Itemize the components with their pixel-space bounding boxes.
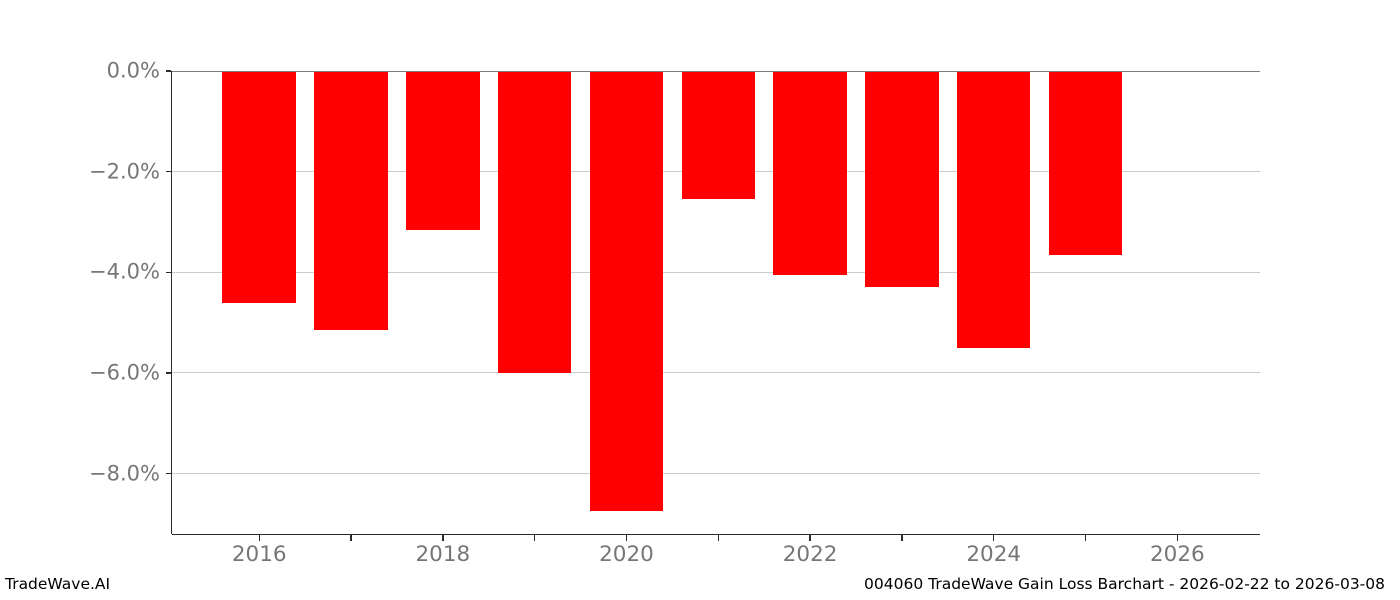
bar-2023 bbox=[865, 72, 939, 288]
bar-2022 bbox=[773, 72, 847, 275]
top-spine bbox=[172, 71, 1260, 73]
x-tick bbox=[350, 535, 352, 541]
gridline bbox=[172, 473, 1260, 475]
x-tick bbox=[533, 535, 536, 541]
y-tick bbox=[165, 70, 171, 72]
bar-2021 bbox=[681, 72, 755, 200]
x-tick bbox=[1176, 535, 1179, 541]
x-tick bbox=[809, 535, 811, 541]
x-tick-label: 2018 bbox=[415, 542, 471, 567]
x-tick-label: 2022 bbox=[782, 542, 838, 567]
bar-2024 bbox=[957, 72, 1031, 348]
y-axis bbox=[170, 71, 172, 534]
bar-2025 bbox=[1048, 72, 1123, 255]
y-tick-label: −8.0% bbox=[89, 461, 160, 486]
y-tick bbox=[165, 472, 171, 475]
x-tick bbox=[1084, 535, 1087, 541]
y-tick-label: −2.0% bbox=[89, 159, 160, 184]
x-tick bbox=[993, 535, 995, 541]
y-tick bbox=[165, 372, 171, 374]
x-tick bbox=[901, 535, 903, 541]
bar-2016 bbox=[222, 72, 296, 303]
x-tick-label: 2024 bbox=[966, 542, 1022, 567]
x-tick bbox=[442, 535, 444, 541]
bar-2018 bbox=[406, 72, 480, 230]
bar-2020 bbox=[589, 72, 664, 512]
bar-2019 bbox=[497, 72, 572, 373]
gridline bbox=[172, 372, 1260, 374]
x-tick-label: 2016 bbox=[231, 542, 287, 567]
y-tick bbox=[165, 271, 171, 273]
bar-2017 bbox=[314, 72, 388, 331]
x-tick-label: 2020 bbox=[599, 542, 654, 567]
y-tick-label: 0.0% bbox=[106, 58, 160, 83]
y-tick-label: −6.0% bbox=[89, 360, 160, 385]
chart-caption: 004060 TradeWave Gain Loss Barchart - 20… bbox=[864, 575, 1385, 593]
y-tick-label: −4.0% bbox=[89, 259, 160, 284]
x-tick bbox=[717, 535, 719, 541]
x-tick bbox=[258, 535, 260, 541]
x-tick-label: 2026 bbox=[1150, 542, 1205, 567]
x-tick bbox=[625, 535, 628, 541]
gridline bbox=[172, 271, 1260, 273]
brand-text: TradeWave.AI bbox=[5, 575, 111, 593]
y-tick bbox=[165, 170, 171, 173]
x-axis bbox=[172, 534, 1260, 536]
